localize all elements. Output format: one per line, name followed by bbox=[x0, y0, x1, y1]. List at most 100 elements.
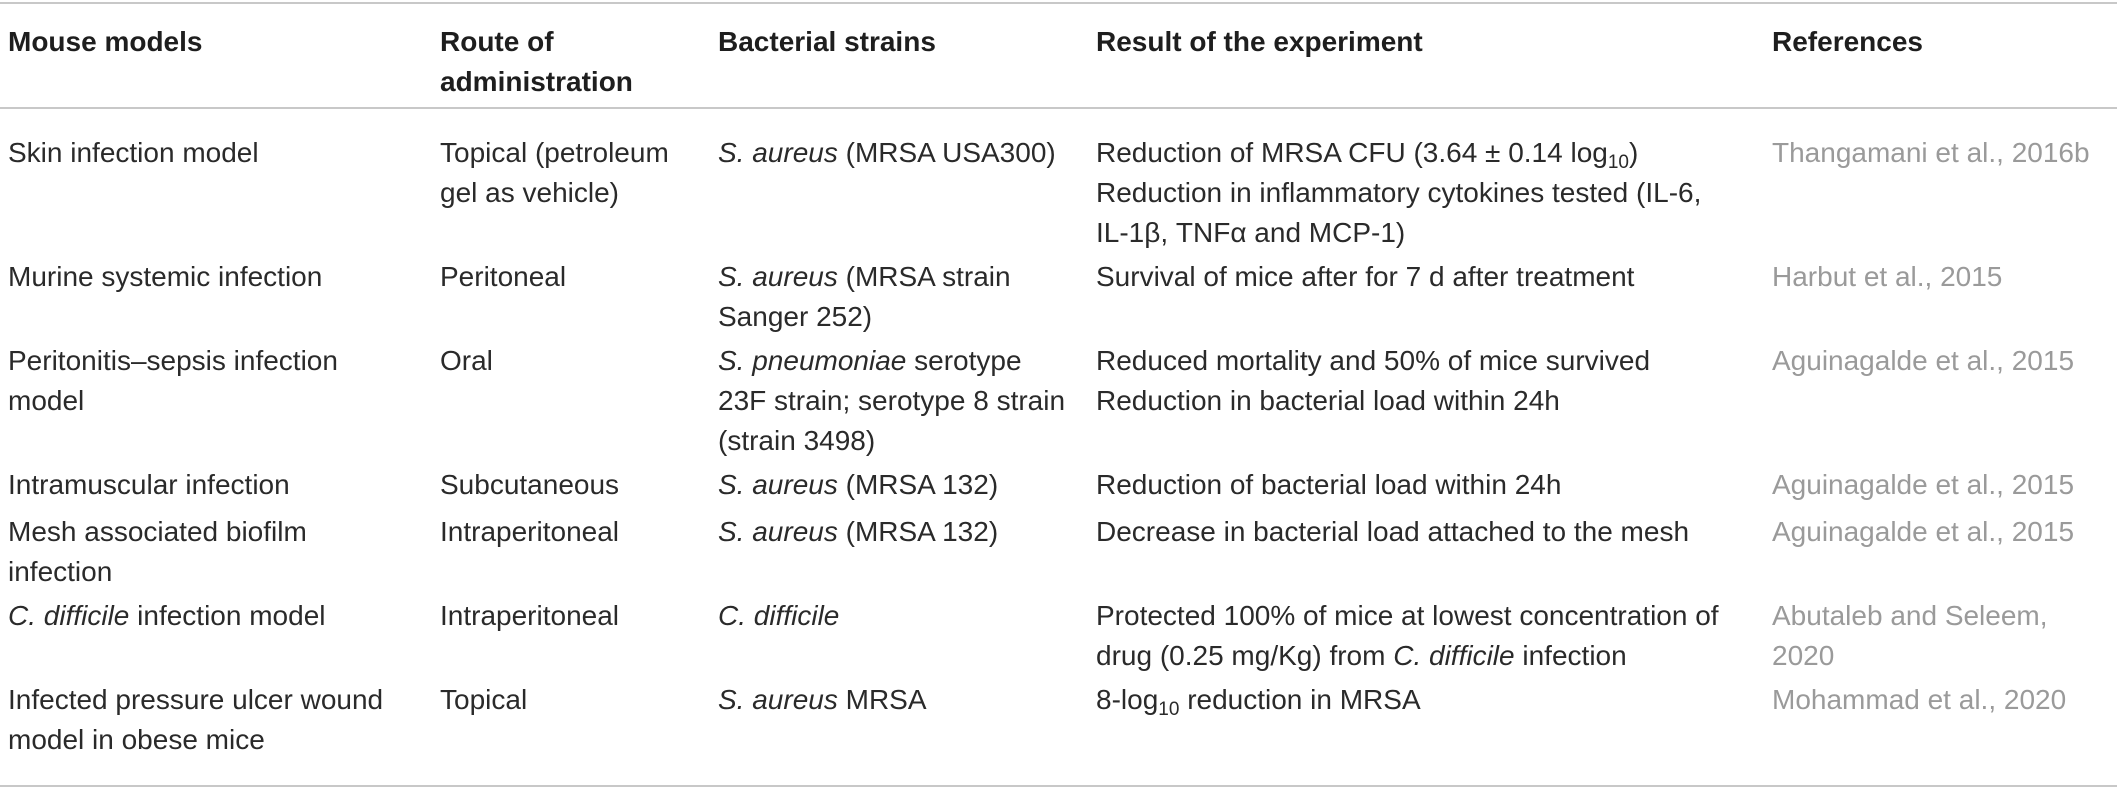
cell-text: Reduction in bacterial load within 24h bbox=[1096, 385, 1560, 416]
cell-text: Intramuscular infection bbox=[8, 469, 290, 500]
species-name: C. difficile bbox=[8, 600, 130, 631]
header-route-line2: administration bbox=[440, 66, 633, 97]
cell-mouse-model: Mesh associated biofilm infection bbox=[0, 508, 432, 592]
cell-strain: S. aureus MRSA bbox=[710, 676, 1088, 760]
cell-text: (MRSA 132) bbox=[845, 469, 999, 500]
cell-text: Intraperitoneal bbox=[440, 516, 620, 547]
species-name: C. difficile bbox=[1393, 640, 1515, 671]
cell-text: Reduction in inflammatory cytokines test… bbox=[1096, 177, 1702, 208]
table-top-rule bbox=[0, 2, 2117, 4]
cell-text: Intraperitoneal bbox=[440, 600, 620, 631]
result-text: ) bbox=[1628, 137, 1639, 168]
cell-strain: C. difficile bbox=[710, 592, 1088, 676]
subscript: 10 bbox=[1158, 699, 1180, 720]
species-name: S. aureus bbox=[718, 261, 838, 292]
cell-text: S. aureus (MRSA USA300) bbox=[718, 133, 1088, 173]
cell-reference: Abutaleb and Seleem, 2020 bbox=[1772, 600, 2048, 671]
table-row: Murine systemic infection Peritoneal S. … bbox=[0, 253, 2117, 337]
subscript: 10 bbox=[1607, 152, 1629, 173]
cell-result: Reduction of MRSA CFU (3.64 ± 0.14 log10… bbox=[1088, 109, 1764, 253]
species-name: S. aureus bbox=[718, 469, 838, 500]
cell-text: Subcutaneous bbox=[440, 469, 620, 500]
result-text: 8-log bbox=[1096, 684, 1159, 715]
species-name: C. difficile bbox=[718, 600, 840, 631]
cell-strain: S. aureus (MRSA strain Sanger 252) bbox=[710, 253, 1088, 337]
table-header-rule bbox=[0, 107, 2117, 109]
cell-text: (MRSA USA300) bbox=[845, 137, 1056, 168]
result-text: Reduction of MRSA CFU (3.64 ± 0.14 log bbox=[1096, 137, 1608, 168]
cell-text: Topical bbox=[440, 684, 528, 715]
table-row: Mesh associated biofilm infection Intrap… bbox=[0, 508, 2117, 592]
cell-text: C. difficile infection model bbox=[8, 596, 432, 636]
cell-text: model in obese mice bbox=[8, 724, 265, 755]
cell-text: (MRSA strain bbox=[845, 261, 1011, 292]
cell-result: Protected 100% of mice at lowest concent… bbox=[1088, 592, 1764, 676]
cell-result: Survival of mice after for 7 d after tre… bbox=[1088, 253, 1764, 337]
cell-text: S. aureus (MRSA strain bbox=[718, 257, 1088, 297]
header-result: Result of the experiment bbox=[1096, 26, 1423, 57]
header-bacterial-strains: Bacterial strains bbox=[718, 26, 936, 57]
cell-text: Reduction of MRSA CFU (3.64 ± 0.14 log10… bbox=[1096, 133, 1764, 173]
cell-text: Skin infection model bbox=[8, 137, 259, 168]
cell-text: 8-log10 reduction in MRSA bbox=[1096, 680, 1764, 720]
table-row: Peritonitis–sepsis infection model Oral … bbox=[0, 337, 2117, 461]
species-name: S. aureus bbox=[718, 684, 838, 715]
cell-reference: Mohammad et al., 2020 bbox=[1772, 684, 2067, 715]
table-bottom-rule bbox=[0, 785, 2117, 787]
cell-route: Topical (petroleum gel as vehicle) bbox=[432, 109, 710, 253]
cell-text: 23F strain; serotype 8 strain bbox=[718, 385, 1066, 416]
cell-text: S. aureus MRSA bbox=[718, 680, 1088, 720]
cell-mouse-model: Skin infection model bbox=[0, 109, 432, 253]
cell-mouse-model: Peritonitis–sepsis infection model bbox=[0, 337, 432, 461]
cell-text: (strain 3498) bbox=[718, 425, 876, 456]
cell-mouse-model: Infected pressure ulcer wound model in o… bbox=[0, 676, 432, 760]
cell-text: Mesh associated biofilm bbox=[8, 516, 307, 547]
cell-route: Peritoneal bbox=[432, 253, 710, 337]
cell-text: Infected pressure ulcer wound bbox=[8, 684, 384, 715]
cell-route: Oral bbox=[432, 337, 710, 461]
cell-reference: Aguinagalde et al., 2015 bbox=[1772, 345, 2075, 376]
result-text: reduction in MRSA bbox=[1187, 684, 1421, 715]
cell-mouse-model: Intramuscular infection bbox=[0, 461, 432, 508]
cell-route: Intraperitoneal bbox=[432, 508, 710, 592]
table-row: Skin infection model Topical (petroleum … bbox=[0, 109, 2117, 253]
cell-strain: S. aureus (MRSA USA300) bbox=[710, 109, 1088, 253]
cell-text: Survival of mice after for 7 d after tre… bbox=[1096, 261, 1635, 292]
cell-text: Peritonitis–sepsis infection bbox=[8, 345, 338, 376]
header-row: Mouse models Route of administration Bac… bbox=[0, 0, 2117, 109]
cell-text: (MRSA 132) bbox=[845, 516, 999, 547]
cell-text: MRSA bbox=[845, 684, 927, 715]
cell-text: Reduced mortality and 50% of mice surviv… bbox=[1096, 345, 1651, 376]
cell-reference: Harbut et al., 2015 bbox=[1772, 261, 2003, 292]
cell-route: Topical bbox=[432, 676, 710, 760]
result-text: drug (0.25 mg/Kg) from bbox=[1096, 640, 1386, 671]
cell-text: infection bbox=[8, 556, 113, 587]
cell-text: Reduction of bacterial load within 24h bbox=[1096, 469, 1562, 500]
cell-result: Decrease in bacterial load attached to t… bbox=[1088, 508, 1764, 592]
table-row: Infected pressure ulcer wound model in o… bbox=[0, 676, 2117, 760]
cell-text: Topical (petroleum bbox=[440, 137, 669, 168]
cell-text: Peritoneal bbox=[440, 261, 567, 292]
cell-text: serotype bbox=[914, 345, 1022, 376]
cell-text: S. aureus (MRSA 132) bbox=[718, 512, 1088, 552]
cell-strain: S. pneumoniae serotype 23F strain; serot… bbox=[710, 337, 1088, 461]
header-mouse-models: Mouse models bbox=[8, 26, 203, 57]
cell-result: 8-log10 reduction in MRSA bbox=[1088, 676, 1764, 760]
cell-route: Subcutaneous bbox=[432, 461, 710, 508]
table-row: C. difficile infection model Intraperito… bbox=[0, 592, 2117, 676]
cell-text: Decrease in bacterial load attached to t… bbox=[1096, 516, 1690, 547]
cell-text: Protected 100% of mice at lowest concent… bbox=[1096, 600, 1719, 631]
data-table: Mouse models Route of administration Bac… bbox=[0, 0, 2117, 760]
species-name: S. pneumoniae bbox=[718, 345, 907, 376]
cell-text: C. difficile bbox=[718, 596, 1088, 636]
cell-text: infection model bbox=[137, 600, 326, 631]
cell-text: model bbox=[8, 385, 85, 416]
cell-text: gel as vehicle) bbox=[440, 177, 619, 208]
header-route-line1: Route of bbox=[440, 26, 554, 57]
cell-text: Oral bbox=[440, 345, 493, 376]
cell-text: S. aureus (MRSA 132) bbox=[718, 465, 1088, 505]
cell-strain: S. aureus (MRSA 132) bbox=[710, 508, 1088, 592]
cell-route: Intraperitoneal bbox=[432, 592, 710, 676]
cell-text: Sanger 252) bbox=[718, 301, 873, 332]
